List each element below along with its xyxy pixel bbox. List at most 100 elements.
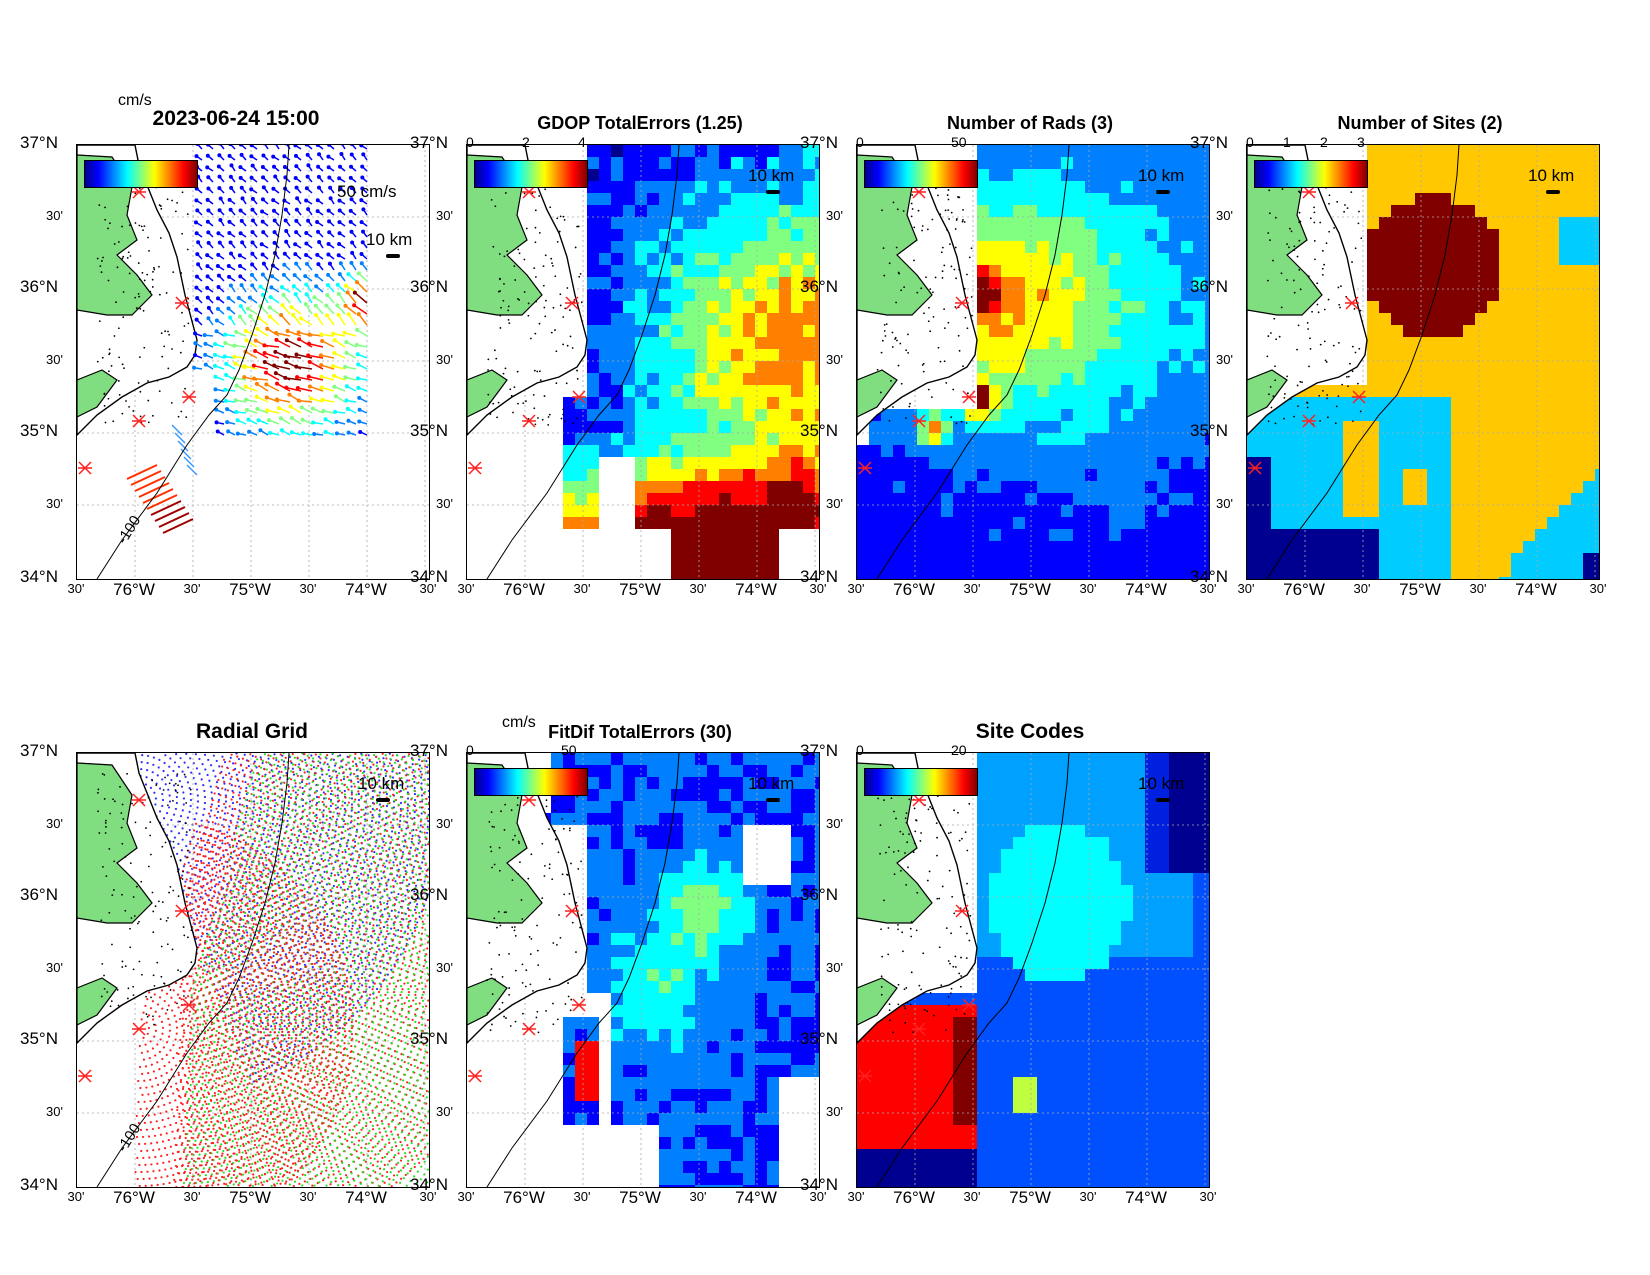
current-vector [283,207,291,216]
current-vector [216,164,225,172]
current-vector [226,429,236,436]
current-vector [311,420,324,425]
current-vector [260,209,269,216]
current-vector [301,431,313,436]
current-vector [217,174,225,183]
radar-site-marker [1302,414,1316,428]
current-vector [304,198,313,205]
current-vector [349,145,357,150]
lon-tick-label: 30' [1199,581,1217,596]
current-vector [238,208,247,216]
lat-tick-label: 30' [826,1104,843,1119]
current-vector [299,316,313,326]
current-vector [349,229,357,238]
scale-label: 10 km [358,774,405,793]
current-vector [356,312,368,326]
lon-tick-label: 30' [419,1189,437,1204]
current-vector [306,341,324,348]
current-vector [261,175,269,183]
current-vector [260,219,269,227]
current-vector [269,285,280,293]
map-codes [856,752,1210,1188]
current-vector [323,429,335,436]
current-vector [344,350,357,359]
current-vector [229,251,236,260]
lon-tick-label: 30' [1199,1189,1217,1204]
colorbar-tick: 3 [1357,134,1365,150]
current-vector [316,174,324,183]
lat-tick-label: 30' [826,816,843,831]
lon-tick-label: 30' [1079,581,1097,596]
current-vector [319,374,335,381]
lat-tick-label: 35°N [1190,421,1228,440]
lat-tick-label: 30' [436,496,453,511]
current-vector [206,240,214,249]
current-vector [304,252,313,260]
lat-tick-label: 30' [46,496,63,511]
current-vector [354,342,368,348]
current-vector [352,303,368,315]
current-vector [195,252,203,260]
current-vector [294,261,302,271]
lon-tick-label: 75°W [619,580,661,599]
isobath-100 [876,145,1070,579]
current-vector [239,185,247,194]
current-vector [249,175,258,183]
current-vector [259,242,269,249]
current-vector [228,240,236,249]
current-vector [296,398,313,403]
current-vector [256,418,269,425]
current-vector [213,398,225,403]
radar-site-marker [132,185,146,199]
current-vector [233,398,247,403]
current-vector [246,306,258,315]
current-vector [195,145,203,150]
current-vector [359,252,368,260]
current-vector [250,251,258,260]
lat-tick-label: 30' [436,352,453,367]
colorbar [84,160,198,188]
isobath-100 [96,753,290,1187]
current-vector [295,375,313,381]
current-vector [304,186,313,194]
current-vector [205,197,214,205]
current-vector [274,397,291,403]
lon-tick-label: 30' [573,581,591,596]
current-vector [304,231,313,238]
current-vector [249,272,258,282]
lon-tick-label: 75°W [229,580,271,599]
lon-tick-label: 76°W [893,580,935,599]
current-vector [260,272,269,282]
current-vector [205,165,214,172]
current-vector [250,207,258,216]
lat-tick-label: 34°N [410,567,448,586]
current-vector [195,208,203,216]
current-vector [192,365,203,370]
current-vector [270,274,280,282]
current-vector [226,296,236,304]
land-south [857,977,898,1026]
lat-tick-label: 35°N [800,1029,838,1048]
land-south [77,369,118,418]
current-vector [266,418,280,425]
current-vector [356,385,368,392]
lon-tick-label: 76°W [1283,580,1325,599]
land-south [77,977,118,1026]
lon-tick-label: 30' [847,1189,865,1204]
current-vector [203,352,214,359]
current-vector [234,383,247,392]
lon-tick-label: 30' [299,581,317,596]
radar-site-marker [522,1022,536,1036]
current-vector [217,186,225,194]
current-vector [260,252,269,260]
radar-site-marker [912,1022,926,1036]
scale-bar [1546,190,1560,194]
current-vector [295,196,302,205]
scale-label: 10 km [748,774,795,793]
current-vector [228,283,236,293]
current-vector [349,164,357,172]
current-vector [262,343,280,348]
current-vector [205,153,214,161]
current-vector [294,230,302,238]
colorbar [474,160,588,188]
